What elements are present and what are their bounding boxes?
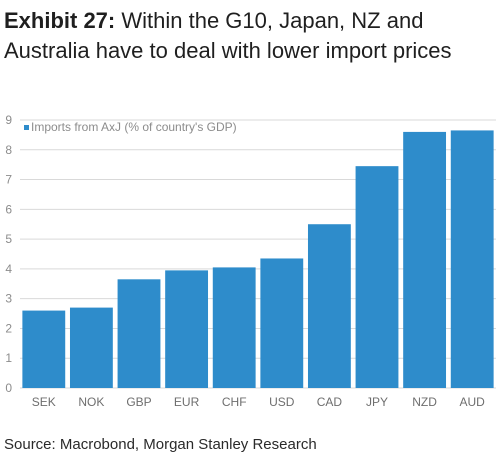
y-tick-label: 1 <box>5 351 12 365</box>
bar <box>117 279 161 388</box>
y-tick-label: 6 <box>5 202 12 216</box>
x-tick-label: CHF <box>222 395 247 409</box>
y-tick-label: 7 <box>5 173 12 187</box>
bar <box>260 258 304 388</box>
bar <box>69 307 113 388</box>
x-tick-label: AUD <box>460 395 486 409</box>
y-tick-label: 3 <box>5 292 12 306</box>
legend-swatch <box>24 125 29 130</box>
y-tick-label: 9 <box>5 113 12 127</box>
y-tick-label: 8 <box>5 143 12 157</box>
x-tick-label: USD <box>269 395 295 409</box>
x-tick-label: CAD <box>317 395 343 409</box>
bar <box>307 224 351 388</box>
bar <box>403 131 447 388</box>
bar <box>22 310 66 388</box>
y-tick-label: 2 <box>5 321 12 335</box>
x-tick-label: NOK <box>78 395 104 409</box>
chart-title: Exhibit 27: Within the G10, Japan, NZ an… <box>4 6 496 66</box>
bar <box>165 270 209 388</box>
x-tick-label: GBP <box>126 395 151 409</box>
source-note: Source: Macrobond, Morgan Stanley Resear… <box>4 436 317 453</box>
y-tick-label: 0 <box>5 381 12 395</box>
bar-chart-svg: 0 1 2 3 4 5 6 7 8 9 SEK NOK GBP EUR CHF USD CAD JPY NZD AUD… <box>5 113 496 409</box>
bar <box>212 267 256 388</box>
bar-chart: 0 1 2 3 4 5 6 7 8 9 SEK NOK GBP EUR CHF USD CAD JPY NZD AUD… <box>0 106 500 420</box>
legend-label: Imports from AxJ (% of country's GDP) <box>31 120 237 134</box>
y-tick-label: 4 <box>5 262 12 276</box>
x-tick-label: EUR <box>174 395 200 409</box>
x-tick-label: JPY <box>366 395 388 409</box>
exhibit-label: Exhibit 27: <box>4 8 116 33</box>
bar <box>355 166 399 388</box>
x-tick-label: NZD <box>412 395 437 409</box>
x-tick-label: SEK <box>32 395 56 409</box>
bar <box>450 130 494 388</box>
exhibit-title-text: Within the G10, Japan, NZ and Australia … <box>4 8 452 63</box>
y-tick-label: 5 <box>5 232 12 246</box>
